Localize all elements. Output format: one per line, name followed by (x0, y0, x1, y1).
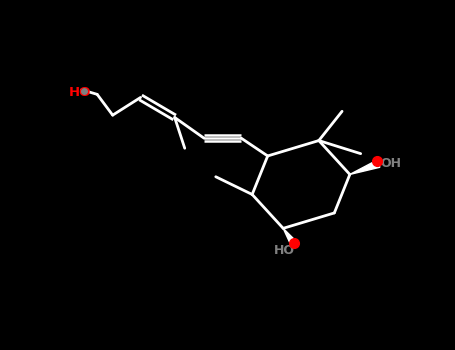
Text: HO: HO (274, 244, 295, 257)
Text: OH: OH (380, 157, 401, 170)
Text: HO: HO (69, 85, 91, 99)
Polygon shape (350, 160, 380, 174)
Polygon shape (283, 228, 299, 248)
